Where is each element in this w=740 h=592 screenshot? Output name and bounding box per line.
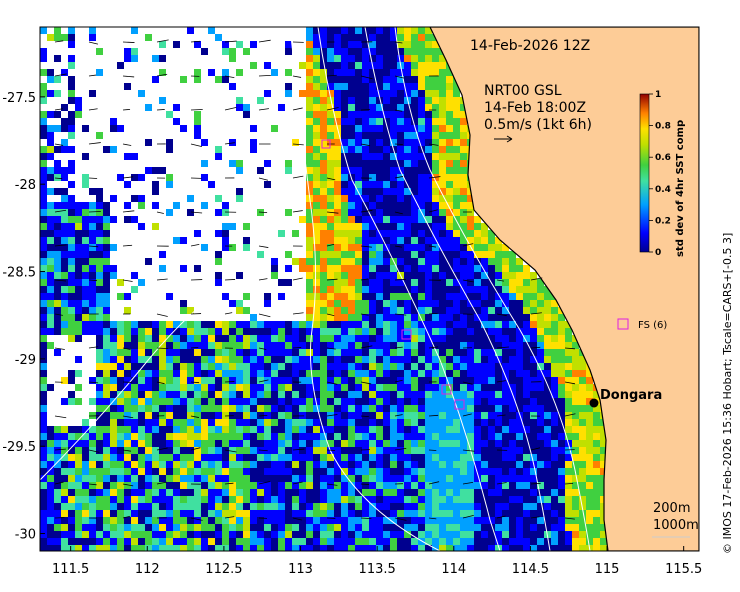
isobath-200m (394, 27, 591, 551)
colorbar-tick-label: 1 (655, 90, 661, 100)
contour-label-200m: 200m (653, 501, 690, 516)
y-tick-label: -28 (15, 178, 36, 193)
isobath-deep-2 (289, 27, 441, 551)
isobath-deep-3 (40, 289, 221, 481)
x-tick-label: 111.5 (52, 562, 89, 577)
date-title: 14-Feb-2026 12Z (470, 38, 590, 54)
current-vectors (54, 39, 576, 521)
x-tick-label: 112 (135, 562, 160, 577)
colorbar (639, 93, 650, 253)
isobath-contours (40, 27, 591, 551)
colorbar-tick-label: 0.6 (655, 153, 671, 163)
y-tick-label: -27.5 (2, 91, 36, 106)
current-time-label: 14-Feb 18:00Z (484, 100, 586, 116)
y-tick-label: -28.5 (2, 266, 36, 281)
vector-scale-arrow (494, 135, 513, 143)
colorbar-tick-label: 0.8 (655, 122, 671, 132)
y-axis: -27.5 -28 -28.5 -29 -29.5 -30 (2, 91, 45, 543)
colorbar-title: std dev of 4hr SST comp (675, 120, 686, 257)
x-tick-label: 115 (595, 562, 620, 577)
y-tick-label: -30 (15, 528, 36, 543)
colorbar-ticks: 0 0.2 0.4 0.6 0.8 1 (649, 90, 671, 258)
credit-text: © IMOS 17-Feb-2026 15:36 Hobart; Tscale=… (721, 233, 734, 554)
contour-label-1000m: 1000m (653, 518, 699, 533)
dongara-label: Dongara (600, 388, 662, 403)
x-tick-label: 113.5 (359, 562, 396, 577)
fs-station-label: FS (6) (638, 320, 667, 331)
x-tick-label: 114.5 (512, 562, 549, 577)
colorbar-tick-label: 0 (655, 248, 661, 258)
y-tick-label: -29 (15, 353, 36, 368)
dongara-marker (589, 398, 599, 408)
sst-variability-field (40, 27, 614, 551)
y-tick-label: -29.5 (2, 440, 36, 455)
x-tick-label: 113 (288, 562, 313, 577)
x-tick-label: 114 (441, 562, 466, 577)
colorbar-tick-label: 0.2 (655, 216, 671, 226)
isobath-1000m (364, 27, 551, 551)
current-source-label: NRT00 GSL (484, 83, 562, 99)
x-axis: 111.5 112 112.5 113 113.5 114 114.5 115 115.5 (52, 546, 702, 577)
land-mass (429, 27, 699, 551)
isobath-deep-1 (317, 27, 501, 551)
plot-frame (39, 26, 700, 552)
fs-station-marker (617, 318, 629, 330)
x-tick-label: 112.5 (205, 562, 242, 577)
vector-scale-label: 0.5m/s (1kt 6h) (484, 117, 592, 133)
station-markers (321, 139, 629, 410)
colorbar-tick-label: 0.4 (655, 185, 671, 195)
x-tick-label: 115.5 (665, 562, 702, 577)
